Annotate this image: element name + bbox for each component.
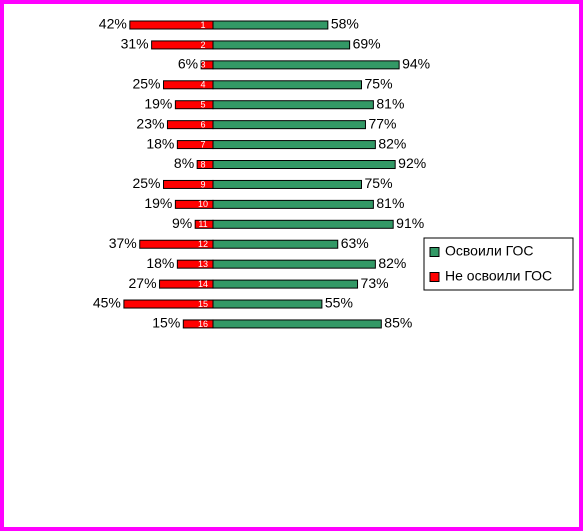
category-label: 8 (200, 159, 205, 169)
category-label: 11 (198, 219, 207, 229)
value-label: 19% (144, 195, 172, 211)
bar (163, 80, 214, 90)
category-label: 3 (200, 60, 205, 70)
bar (176, 140, 214, 150)
value-label: 55% (325, 295, 353, 311)
value-label: 18% (146, 255, 174, 271)
value-label: 81% (376, 195, 404, 211)
value-label: 91% (396, 215, 424, 231)
bar (163, 179, 214, 189)
bar (212, 140, 376, 150)
value-label: 19% (144, 95, 172, 111)
bar (212, 219, 394, 229)
value-label: 37% (109, 235, 137, 251)
value-label: 75% (365, 175, 393, 191)
category-label: 2 (200, 40, 205, 50)
value-label: 69% (353, 36, 381, 52)
value-label: 82% (378, 135, 406, 151)
value-label: 63% (341, 235, 369, 251)
category-label: 12 (198, 239, 208, 249)
value-label: 58% (331, 16, 359, 32)
value-label: 81% (376, 95, 404, 111)
bar (212, 60, 400, 70)
legend-label: Освоили ГОС (445, 243, 533, 259)
bar (212, 279, 359, 289)
bar (174, 100, 214, 110)
bar (212, 100, 374, 110)
bar (212, 20, 329, 30)
bar (212, 179, 362, 189)
bar (212, 80, 362, 90)
value-label: 27% (129, 275, 157, 291)
legend-label: Не освоили ГОС (445, 268, 552, 284)
value-label: 42% (99, 16, 127, 32)
bar (212, 239, 339, 249)
bar (212, 40, 351, 50)
bar (166, 120, 214, 130)
value-label: 82% (378, 255, 406, 271)
value-label: 15% (152, 315, 180, 331)
value-label: 73% (361, 275, 389, 291)
category-label: 7 (200, 139, 205, 149)
legend-swatch (429, 247, 440, 257)
value-label: 8% (174, 155, 194, 171)
legend-box (423, 237, 574, 291)
bar (212, 120, 366, 130)
bar (212, 199, 374, 209)
category-label: 14 (198, 279, 208, 289)
legend-swatch (429, 272, 440, 282)
bar (212, 160, 396, 170)
value-label: 94% (402, 56, 430, 72)
category-label: 16 (198, 319, 208, 329)
value-label: 77% (368, 115, 396, 131)
category-label: 5 (200, 100, 205, 110)
bar (212, 299, 323, 309)
bar (212, 319, 382, 329)
value-label: 25% (132, 175, 160, 191)
value-label: 85% (384, 315, 412, 331)
value-label: 75% (365, 75, 393, 91)
category-label: 13 (198, 259, 208, 269)
value-label: 31% (121, 36, 149, 52)
category-label: 6 (200, 120, 205, 130)
category-label: 1 (200, 20, 205, 30)
category-label: 4 (200, 80, 205, 90)
category-label: 10 (198, 199, 208, 209)
value-label: 25% (132, 75, 160, 91)
value-label: 23% (136, 115, 164, 131)
value-label: 92% (398, 155, 426, 171)
value-label: 45% (93, 295, 121, 311)
category-label: 15 (198, 299, 208, 309)
value-label: 6% (178, 56, 198, 72)
category-label: 9 (200, 179, 205, 189)
value-label: 9% (172, 215, 192, 231)
bar (212, 259, 376, 269)
value-label: 18% (146, 135, 174, 151)
